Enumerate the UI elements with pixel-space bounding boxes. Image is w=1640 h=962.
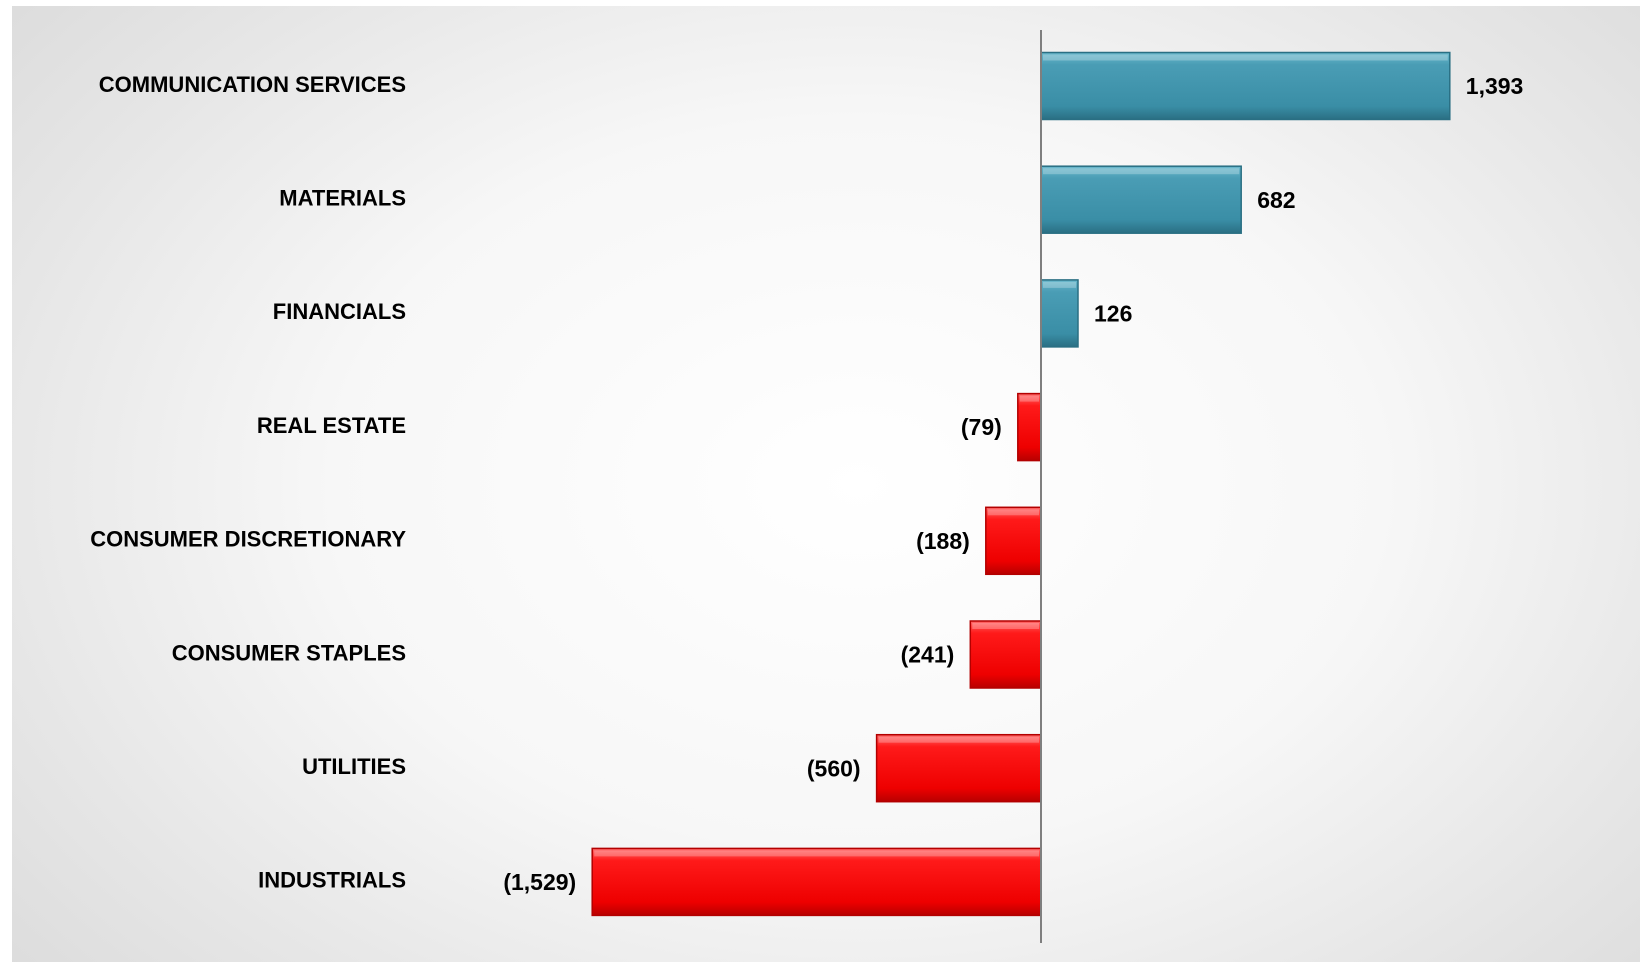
bar-highlight-consumer-discretionary	[987, 509, 1039, 516]
category-label-consumer-discretionary: CONSUMER DISCRETIONARY	[90, 527, 406, 552]
category-label-real-estate: REAL ESTATE	[257, 413, 406, 438]
bar-highlight-industrials	[594, 850, 1039, 857]
value-label-utilities: (560)	[807, 755, 861, 781]
bar-highlight-financials	[1043, 281, 1076, 288]
value-label-consumer-discretionary: (188)	[916, 528, 970, 554]
bar-industrials	[591, 847, 1042, 917]
bar-highlight-utilities	[878, 736, 1039, 743]
bar-real-estate	[1017, 392, 1042, 462]
value-label-financials: 126	[1094, 300, 1132, 326]
value-label-consumer-staples: (241)	[901, 642, 955, 668]
category-label-materials: MATERIALS	[279, 186, 406, 211]
bar-consumer-staples	[969, 620, 1042, 689]
category-label-consumer-staples: CONSUMER STAPLES	[172, 640, 406, 665]
bar-highlight-real-estate	[1019, 395, 1039, 402]
bar-highlight-consumer-staples	[972, 623, 1039, 629]
bar-highlight-materials	[1043, 168, 1240, 175]
bar-highlight-communication-services	[1043, 54, 1448, 61]
bar-communication-services	[1040, 51, 1451, 121]
chart-background	[12, 6, 1640, 962]
bar-utilities	[875, 733, 1042, 803]
bar-materials	[1040, 165, 1242, 234]
bar-consumer-discretionary	[985, 506, 1042, 576]
value-label-materials: 682	[1257, 187, 1295, 213]
bars-layer	[591, 51, 1451, 917]
category-label-utilities: UTILITIES	[302, 754, 406, 779]
value-label-industrials: (1,529)	[503, 869, 576, 895]
category-label-communication-services: COMMUNICATION SERVICES	[99, 72, 406, 97]
category-label-financials: FINANCIALS	[273, 299, 406, 324]
labels-layer: COMMUNICATION SERVICES 1,393 MATERIALS 682 F…	[90, 72, 1523, 895]
bar-financials	[1040, 279, 1079, 348]
category-label-industrials: INDUSTRIALS	[258, 868, 406, 893]
value-label-communication-services: 1,393	[1466, 73, 1524, 99]
value-label-real-estate: (79)	[961, 414, 1002, 440]
